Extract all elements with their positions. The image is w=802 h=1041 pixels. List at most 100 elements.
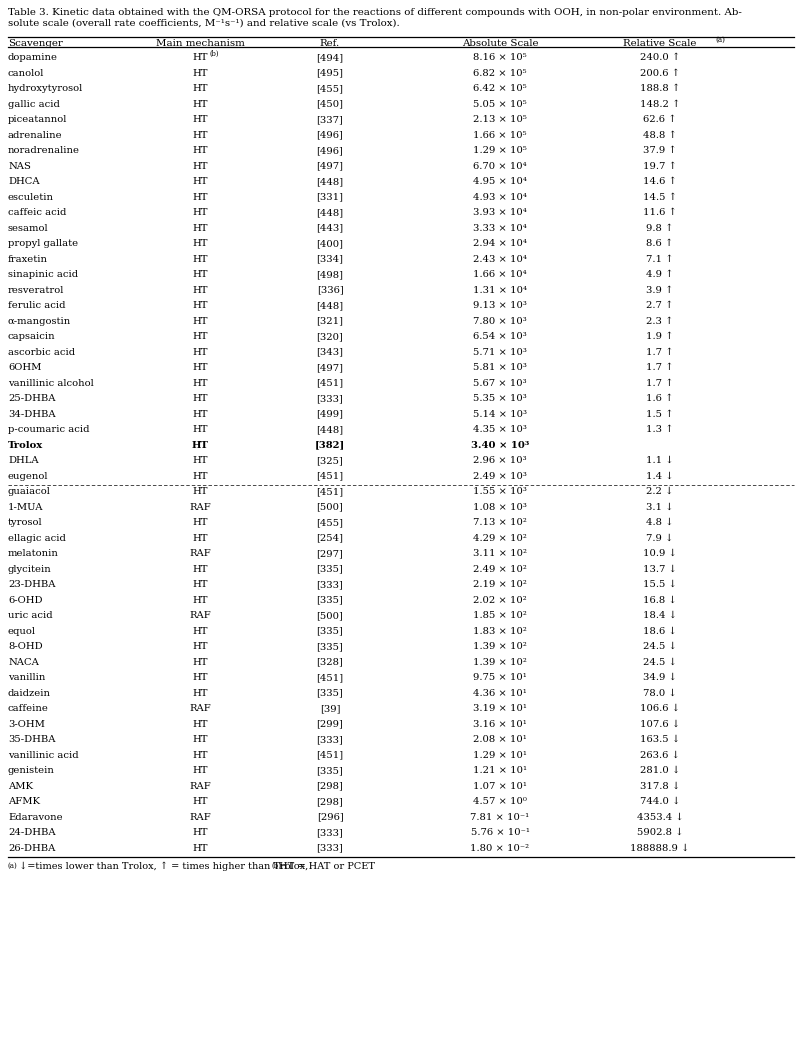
Text: RAF: RAF — [189, 813, 211, 821]
Text: [451]: [451] — [317, 472, 343, 481]
Text: capsaicin: capsaicin — [8, 332, 55, 341]
Text: 2.96 × 10³: 2.96 × 10³ — [473, 456, 527, 465]
Text: [335]: [335] — [317, 688, 343, 697]
Text: HT: HT — [192, 658, 208, 666]
Text: uric acid: uric acid — [8, 611, 53, 620]
Text: Edaravone: Edaravone — [8, 813, 63, 821]
Text: 1.6 ↑: 1.6 ↑ — [646, 395, 674, 403]
Text: ellagic acid: ellagic acid — [8, 534, 66, 542]
Text: 13.7 ↓: 13.7 ↓ — [643, 564, 677, 574]
Text: 4.57 × 10⁰: 4.57 × 10⁰ — [473, 797, 527, 806]
Text: vanillinic acid: vanillinic acid — [8, 751, 79, 760]
Text: 1.9 ↑: 1.9 ↑ — [646, 332, 674, 341]
Text: [382]: [382] — [315, 440, 345, 450]
Text: HT: HT — [192, 627, 208, 636]
Text: [496]: [496] — [317, 130, 343, 139]
Text: [500]: [500] — [317, 611, 343, 620]
Text: [299]: [299] — [317, 719, 343, 729]
Text: 188888.9 ↓: 188888.9 ↓ — [630, 843, 690, 853]
Text: 1.80 × 10⁻²: 1.80 × 10⁻² — [471, 843, 529, 853]
Text: 200.6 ↑: 200.6 ↑ — [640, 69, 680, 77]
Text: 148.2 ↑: 148.2 ↑ — [640, 100, 680, 108]
Text: 9.13 × 10³: 9.13 × 10³ — [473, 301, 527, 310]
Text: 19.7 ↑: 19.7 ↑ — [643, 161, 677, 171]
Text: Absolute Scale: Absolute Scale — [462, 40, 538, 49]
Text: HT: HT — [192, 688, 208, 697]
Text: (a): (a) — [8, 862, 18, 870]
Text: 2.49 × 10³: 2.49 × 10³ — [473, 472, 527, 481]
Text: glycitein: glycitein — [8, 564, 52, 574]
Text: 48.8 ↑: 48.8 ↑ — [643, 130, 677, 139]
Text: HT: HT — [192, 487, 208, 497]
Text: 37.9 ↑: 37.9 ↑ — [643, 146, 677, 155]
Text: 1.4 ↓: 1.4 ↓ — [646, 472, 674, 481]
Text: caffeic acid: caffeic acid — [8, 208, 67, 217]
Text: 7.1 ↑: 7.1 ↑ — [646, 255, 674, 263]
Text: [337]: [337] — [317, 116, 343, 124]
Text: HT: HT — [192, 363, 208, 372]
Text: 34-DHBA: 34-DHBA — [8, 409, 55, 418]
Text: 18.6 ↓: 18.6 ↓ — [643, 627, 677, 636]
Text: 5.35 × 10³: 5.35 × 10³ — [473, 395, 527, 403]
Text: hydroxytyrosol: hydroxytyrosol — [8, 84, 83, 93]
Text: eugenol: eugenol — [8, 472, 48, 481]
Text: [335]: [335] — [317, 564, 343, 574]
Text: HT: HT — [192, 518, 208, 527]
Text: [331]: [331] — [317, 193, 343, 202]
Text: fraxetin: fraxetin — [8, 255, 48, 263]
Text: 317.8 ↓: 317.8 ↓ — [640, 782, 680, 790]
Text: [298]: [298] — [317, 797, 343, 806]
Text: [321]: [321] — [317, 316, 343, 326]
Text: HT: HT — [192, 177, 208, 186]
Text: [333]: [333] — [317, 843, 343, 853]
Text: 3.16 × 10¹: 3.16 × 10¹ — [473, 719, 527, 729]
Text: tyrosol: tyrosol — [8, 518, 43, 527]
Text: NACA: NACA — [8, 658, 38, 666]
Text: [497]: [497] — [317, 161, 343, 171]
Text: Main mechanism: Main mechanism — [156, 40, 245, 49]
Text: 2.08 × 10¹: 2.08 × 10¹ — [473, 735, 527, 744]
Text: 7.81 × 10⁻¹: 7.81 × 10⁻¹ — [471, 813, 529, 821]
Text: [498]: [498] — [317, 270, 343, 279]
Text: RAF: RAF — [189, 503, 211, 511]
Text: 6.70 × 10⁴: 6.70 × 10⁴ — [473, 161, 527, 171]
Text: 26-DHBA: 26-DHBA — [8, 843, 55, 853]
Text: guaiacol: guaiacol — [8, 487, 51, 497]
Text: HT: HT — [192, 534, 208, 542]
Text: [254]: [254] — [317, 534, 343, 542]
Text: 15.5 ↓: 15.5 ↓ — [643, 580, 677, 589]
Text: 9.75 × 10¹: 9.75 × 10¹ — [473, 674, 527, 682]
Text: [448]: [448] — [317, 425, 343, 434]
Text: 5.81 × 10³: 5.81 × 10³ — [473, 363, 527, 372]
Text: 35-DHBA: 35-DHBA — [8, 735, 55, 744]
Text: genistein: genistein — [8, 766, 55, 776]
Text: 2.19 × 10²: 2.19 × 10² — [473, 580, 527, 589]
Text: 1.07 × 10¹: 1.07 × 10¹ — [473, 782, 527, 790]
Text: propyl gallate: propyl gallate — [8, 239, 78, 248]
Text: 16.8 ↓: 16.8 ↓ — [643, 595, 677, 605]
Text: 8.6 ↑: 8.6 ↑ — [646, 239, 674, 248]
Text: 6OHM: 6OHM — [8, 363, 42, 372]
Text: 11.6 ↑: 11.6 ↑ — [643, 208, 677, 217]
Text: [499]: [499] — [317, 409, 343, 418]
Text: HT: HT — [192, 751, 208, 760]
Text: Relative Scale: Relative Scale — [623, 40, 697, 49]
Text: piceatannol: piceatannol — [8, 116, 67, 124]
Text: 1.55 × 10³: 1.55 × 10³ — [473, 487, 527, 497]
Text: 106.6 ↓: 106.6 ↓ — [640, 704, 680, 713]
Text: HT: HT — [192, 797, 208, 806]
Text: 5.67 × 10³: 5.67 × 10³ — [473, 379, 527, 387]
Text: [451]: [451] — [317, 674, 343, 682]
Text: HT: HT — [192, 674, 208, 682]
Text: HT: HT — [192, 735, 208, 744]
Text: [328]: [328] — [317, 658, 343, 666]
Text: HT: HT — [192, 146, 208, 155]
Text: noradrenaline: noradrenaline — [8, 146, 80, 155]
Text: [448]: [448] — [317, 208, 343, 217]
Text: ascorbic acid: ascorbic acid — [8, 348, 75, 356]
Text: 24.5 ↓: 24.5 ↓ — [643, 658, 677, 666]
Text: sesamol: sesamol — [8, 224, 49, 232]
Text: [451]: [451] — [317, 751, 343, 760]
Text: 6.54 × 10³: 6.54 × 10³ — [473, 332, 527, 341]
Text: 281.0 ↓: 281.0 ↓ — [640, 766, 680, 776]
